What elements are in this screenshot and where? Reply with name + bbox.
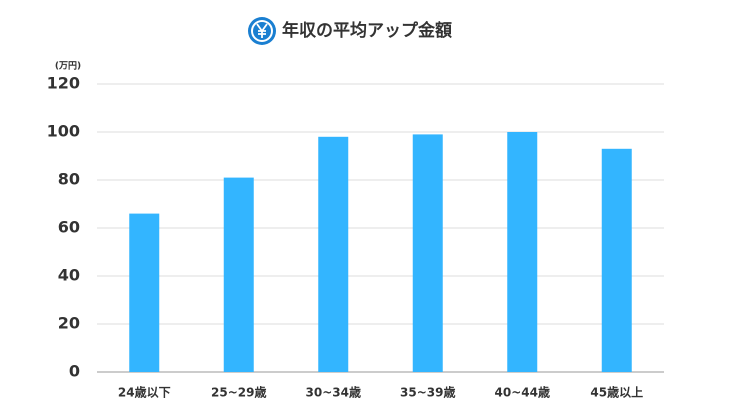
title-icon [248,17,276,45]
bar [223,177,254,372]
x-tick-label: 40~44歳 [495,385,550,400]
y-tick-label: 20 [58,314,80,333]
bar [318,136,349,372]
bar [412,134,443,372]
x-tick-label: 24歳以下 [118,385,171,400]
y-tick-label: 80 [58,170,80,189]
bar [507,132,538,372]
bar [601,148,632,372]
chart-title: 年収の平均アップ金額 [282,20,452,41]
y-tick-label: 40 [58,266,80,285]
y-axis-unit: (万円) [55,61,81,72]
y-tick-label: 60 [58,218,80,237]
x-tick-label: 25~29歳 [211,385,266,400]
y-tick-label: 0 [69,362,80,381]
x-tick-label: 45歳以上 [590,385,643,400]
x-tick-label: 30~34歳 [306,385,361,400]
bar [129,213,160,372]
y-tick-label: 100 [47,122,80,141]
x-tick-label: 35~39歳 [400,385,455,400]
y-tick-label: 120 [47,74,80,93]
